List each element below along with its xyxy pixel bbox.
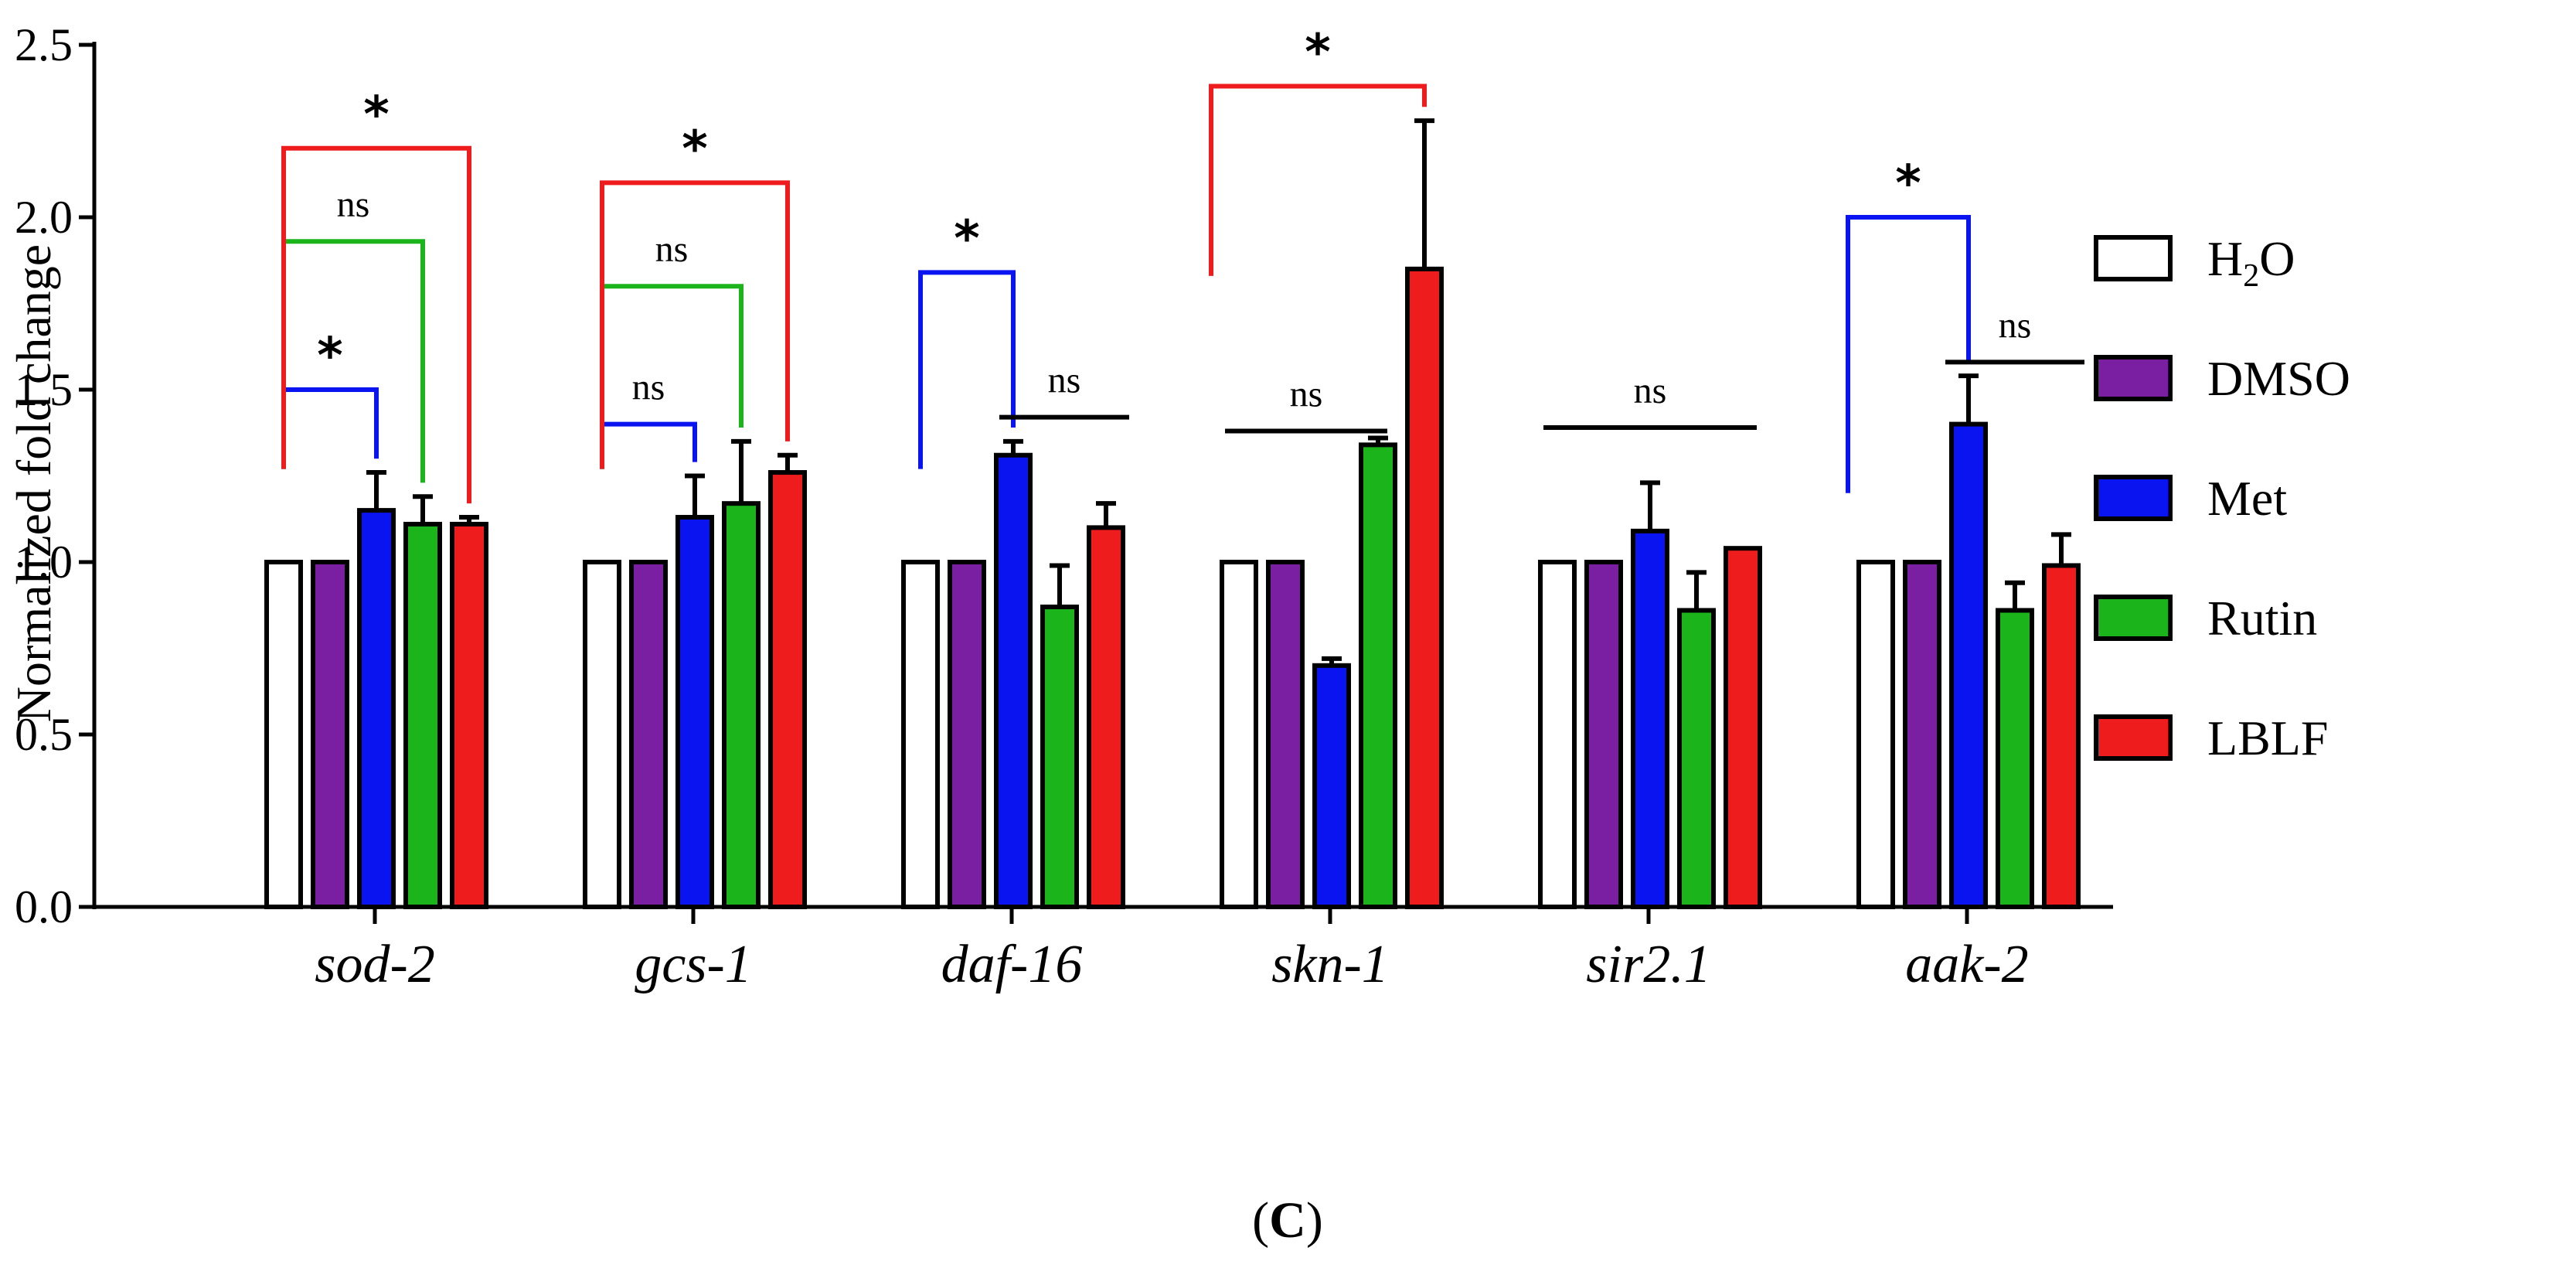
y-tick-label: 2.0 <box>15 192 73 243</box>
bar-h2o-sod-2 <box>264 560 303 909</box>
significance-bracket <box>918 270 1016 469</box>
significance-ns: ns <box>1999 305 2032 346</box>
legend-label-main: Rutin <box>2207 591 2317 646</box>
bar-dmso-aak-2 <box>1903 560 1941 909</box>
bar-met-sir2.1 <box>1631 528 1669 909</box>
bar-rutin-skn-1 <box>1359 442 1397 909</box>
y-tick-label: 0.5 <box>15 709 73 760</box>
bar-met-aak-2 <box>1949 421 1988 909</box>
bar-dmso-sir2.1 <box>1584 560 1623 909</box>
legend-label-main: LBLF <box>2207 711 2328 765</box>
legend-swatch-dmso <box>2094 355 2173 401</box>
significance-bracket <box>281 387 379 469</box>
bar-h2o-daf-16 <box>901 560 940 909</box>
significance-star: * <box>682 121 707 178</box>
bar-rutin-aak-2 <box>1996 608 2034 909</box>
y-tick-label: 1.0 <box>15 537 73 588</box>
x-tick-label-skn-1: skn-1 <box>1271 935 1389 994</box>
significance-bracket <box>281 145 471 504</box>
bar-met-gcs-1 <box>675 515 714 910</box>
bar-h2o-gcs-1 <box>583 560 621 909</box>
y-tick-label: 0.0 <box>15 881 73 932</box>
x-tick-label-gcs-1: gcs-1 <box>635 935 752 994</box>
bar-lblf-aak-2 <box>2042 563 2081 910</box>
significance-star: * <box>954 210 979 268</box>
bar-lblf-sod-2 <box>450 521 488 909</box>
bar-lblf-gcs-1 <box>768 470 807 909</box>
significance-bracket <box>281 239 425 483</box>
legend-label-tail: O <box>2259 231 2295 286</box>
x-tick-label-aak-2: aak-2 <box>1905 935 2028 994</box>
legend-label-rutin: Rutin <box>2207 591 2317 646</box>
significance-star: * <box>1895 155 1921 213</box>
bar-rutin-gcs-1 <box>722 501 761 909</box>
figure-caption: (C) <box>1252 1192 1323 1249</box>
significance-star: * <box>317 328 342 385</box>
significance-star: * <box>1305 25 1330 82</box>
bar-lblf-daf-16 <box>1087 525 1125 910</box>
bar-h2o-aak-2 <box>1856 560 1895 909</box>
significance-bracket <box>1209 83 1427 276</box>
bar-h2o-skn-1 <box>1220 560 1258 909</box>
bar-met-daf-16 <box>994 452 1033 909</box>
bar-rutin-daf-16 <box>1040 604 1079 909</box>
significance-bracket <box>600 284 744 469</box>
x-tick-label-daf-16: daf-16 <box>941 935 1083 994</box>
legend-label-main: Met <box>2207 471 2287 526</box>
legend-label-main: H <box>2207 231 2243 286</box>
bar-dmso-skn-1 <box>1266 560 1305 909</box>
legend-swatch-rutin <box>2094 595 2173 641</box>
significance-bracket <box>1846 215 1971 493</box>
legend-label-main: DMSO <box>2207 351 2350 406</box>
significance-bracket <box>600 180 790 469</box>
significance-ns: ns <box>337 184 370 225</box>
legend-label-lblf: LBLF <box>2207 711 2328 765</box>
significance-ns: ns <box>1634 370 1667 411</box>
significance-ns: ns <box>632 367 665 408</box>
bar-rutin-sod-2 <box>403 521 442 909</box>
caption-open: ( <box>1252 1192 1269 1249</box>
bar-dmso-gcs-1 <box>629 560 668 909</box>
x-tick-label-sod-2: sod-2 <box>315 935 435 994</box>
y-tick-label: 1.5 <box>15 364 73 415</box>
legend-label-met: Met <box>2207 471 2287 526</box>
significance-ns: ns <box>1048 360 1081 401</box>
bar-rutin-sir2.1 <box>1677 608 1716 909</box>
legend-swatch-lblf <box>2094 714 2173 761</box>
legend-swatch-h2o <box>2094 235 2173 281</box>
caption-letter: C <box>1269 1192 1306 1249</box>
bar-dmso-daf-16 <box>948 560 986 909</box>
caption-close: ) <box>1306 1192 1323 1249</box>
legend-label-h2o: H2O <box>2207 231 2295 294</box>
bar-dmso-sod-2 <box>311 560 349 909</box>
bar-lblf-skn-1 <box>1405 266 1444 909</box>
significance-ns: ns <box>655 229 689 270</box>
y-axis-label: Normalized fold change <box>6 244 61 722</box>
legend-swatch-met <box>2094 475 2173 521</box>
significance-bracket <box>600 421 697 469</box>
bar-lblf-sir2.1 <box>1724 546 1762 909</box>
legend-label-sub: 2 <box>2243 258 2259 294</box>
legend-label-dmso: DMSO <box>2207 351 2350 406</box>
bar-met-sod-2 <box>357 508 396 909</box>
bar-h2o-sir2.1 <box>1538 560 1577 909</box>
y-tick-label: 2.5 <box>15 19 73 70</box>
significance-star: * <box>363 87 389 144</box>
significance-ns: ns <box>1290 374 1323 415</box>
x-tick-label-sir2.1: sir2.1 <box>1586 935 1710 994</box>
bar-met-skn-1 <box>1312 663 1351 909</box>
